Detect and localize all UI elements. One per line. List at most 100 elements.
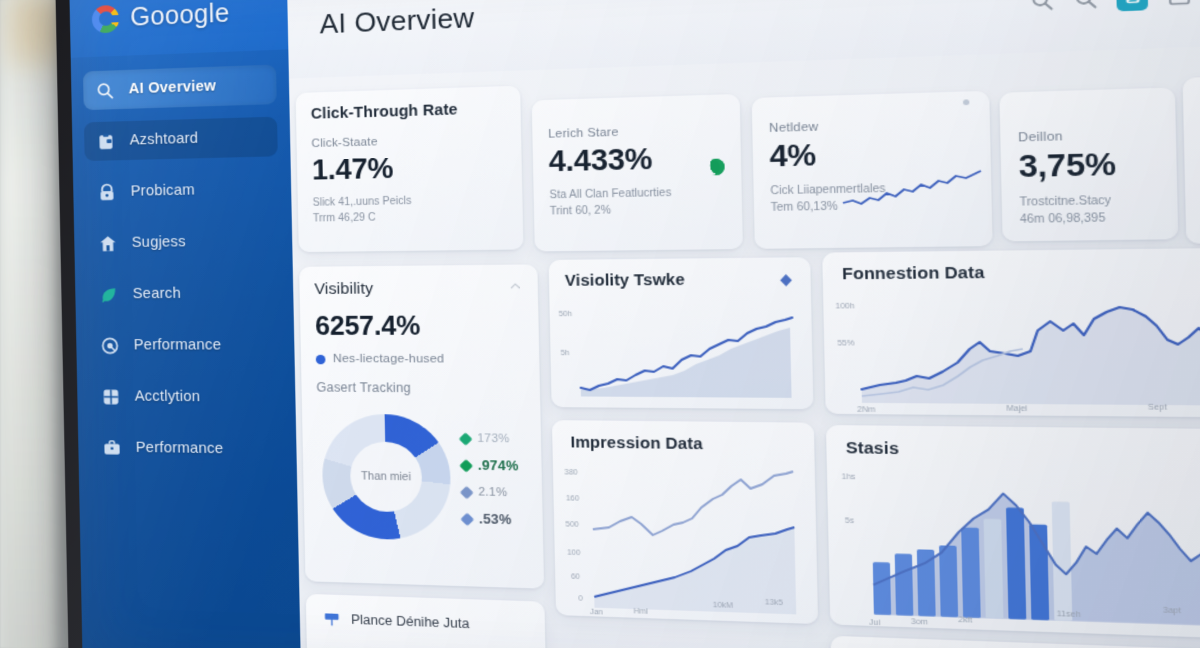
page-title: AI Overview <box>319 1 475 40</box>
home-icon <box>98 233 118 253</box>
sidebar-item-probicam[interactable]: Probicam <box>85 169 279 212</box>
line-chart: 380 160 500 100 60 0 Jan Hml <box>553 455 819 624</box>
card-bottom-right[interactable]: Tnond <box>830 635 1200 648</box>
svg-text:100: 100 <box>567 549 581 557</box>
metric-value: 1.47% <box>311 152 394 186</box>
card-fonnestion-data[interactable]: Fonnestion Data 100h 55% 2Nm Majei Sept <box>822 246 1200 419</box>
search-icon[interactable] <box>1029 0 1055 12</box>
dashboard-canvas: Click-Through Rate Click-Staate 1.47% Sl… <box>289 40 1200 648</box>
sidebar-item-acctlytion[interactable]: Acctlytion <box>89 377 283 418</box>
metric-label: Lerich Stare <box>548 126 619 141</box>
sidebar-item-label: Acctlytion <box>134 388 201 406</box>
donut-chart: Than miei <box>321 413 452 541</box>
calendar-icon[interactable] <box>1166 0 1193 7</box>
main-content: AI Overview <box>286 0 1200 648</box>
legend-item: .53% <box>460 511 520 528</box>
sidebar-item-label: AI Overview <box>128 78 217 98</box>
svg-text:Hml: Hml <box>634 608 649 616</box>
line-chart: 50h 5h <box>549 291 813 410</box>
svg-text:380: 380 <box>564 469 578 477</box>
donut-center-label: Than miei <box>360 469 412 484</box>
svg-text:50h: 50h <box>559 311 572 319</box>
sidebar-item-ai-overview[interactable]: AI Overview <box>82 64 277 111</box>
flag-icon <box>323 611 340 626</box>
card-visibility-trend[interactable]: Visiolity Tswke 50h 5h <box>548 257 814 410</box>
metric-label: Netldew <box>768 120 819 136</box>
card-label: Plance Dénihe Juta <box>350 612 470 632</box>
area-chart: 100h 55% 2Nm Majei Sept Dpec <box>823 283 1200 419</box>
brand-logo[interactable]: Gooogle <box>69 0 289 58</box>
svg-text:Sept: Sept <box>1148 404 1167 412</box>
sidebar-item-label: Performance <box>133 337 222 354</box>
svg-text:5s: 5s <box>845 516 855 525</box>
sidebar-nav: AI Overview Azshtoard Probicam <box>71 49 297 470</box>
legend-label: 173% <box>477 432 510 446</box>
card-visibility[interactable]: Visibility 6257.4% Nes-liectage-hused Ga… <box>299 264 545 589</box>
screen-content: Gooogle AI Overview Azshtoard <box>69 0 1200 648</box>
svg-text:0: 0 <box>578 595 583 603</box>
target-icon <box>100 336 120 355</box>
svg-text:Jan: Jan <box>590 609 603 617</box>
legend-item: .974% <box>459 458 519 474</box>
sidebar-item-azshtoard[interactable]: Azshtoard <box>83 116 278 162</box>
laptop-device: Gooogle AI Overview Azshtoard <box>55 0 1200 648</box>
svg-text:3om: 3om <box>911 617 928 627</box>
metric-value: 3,75% <box>1018 147 1117 184</box>
card-title: Impression Data <box>570 434 703 454</box>
card-bottom-left[interactable]: Plance Dénihe Juta <box>305 593 547 648</box>
visibility-legend-line: Nes-liectage-hused <box>332 352 445 366</box>
svg-text:2kft: 2kft <box>958 615 972 625</box>
card-click-through-rate[interactable]: Click-Through Rate Click-Staate 1.47% Sl… <box>295 85 524 253</box>
svg-text:1hs: 1hs <box>842 473 856 482</box>
legend-marker <box>460 512 475 526</box>
card-title: Click-Through Rate <box>310 101 458 123</box>
svg-text:Jui: Jui <box>869 618 881 627</box>
card-metric-deillon[interactable]: Deillon 3,75% Trostcitne.Stacy 46m 06,98… <box>999 87 1179 242</box>
card-metric-eofiseri[interactable]: Fixed aon Eofiseri 1,22% Cnlcc o aica ab… <box>1182 71 1200 244</box>
sidebar-item-label: Sugjess <box>131 233 186 252</box>
svg-text:5h: 5h <box>561 350 570 358</box>
sidebar-item-label: Search <box>132 285 182 303</box>
svg-text:60: 60 <box>571 573 580 581</box>
card-stasis[interactable]: Stasis 1hs 5s <box>825 424 1200 642</box>
legend-marker <box>458 431 473 446</box>
badge-chip-icon[interactable] <box>1116 0 1149 11</box>
donut-legend: 173% .974% 2.1% <box>458 431 520 540</box>
sidebar-item-search[interactable]: Search <box>87 273 281 313</box>
legend-label: 2.1% <box>478 485 508 500</box>
brand-name: Gooogle <box>129 0 230 32</box>
card-impression-data[interactable]: Impression Data 380 160 500 100 60 0 <box>551 420 819 625</box>
grid-icon <box>101 387 121 407</box>
topbar-actions <box>1029 0 1200 17</box>
sidebar-item-label: Azshtoard <box>129 130 199 149</box>
sidebar: Gooogle AI Overview Azshtoard <box>69 0 301 648</box>
legend-marker <box>459 485 474 499</box>
visibility-section-label: Gasert Tracking <box>316 380 412 396</box>
svg-text:160: 160 <box>566 495 580 503</box>
legend-marker <box>459 458 474 473</box>
metric-sub-2: 46m 06,98,395 <box>1019 211 1106 226</box>
screen-bezel: Gooogle AI Overview Azshtoard <box>55 0 1200 648</box>
legend-item: 2.1% <box>459 485 520 500</box>
svg-text:55%: 55% <box>837 340 854 348</box>
svg-text:100h: 100h <box>835 303 854 311</box>
card-title: Visibility <box>314 279 374 299</box>
card-metric-lerich-stare[interactable]: Lerich Stare 4.433% Sta All Clan Featluc… <box>531 93 743 252</box>
sidebar-item-performance-2[interactable]: Performance <box>90 428 284 470</box>
metric-label: Click-Staate <box>311 135 378 151</box>
card-metric-netldew[interactable]: Netldew 4% Cick Liiapenmertlales Tem 60,… <box>751 90 993 249</box>
svg-text:10kM: 10kM <box>713 602 734 610</box>
svg-text:2Nm: 2Nm <box>857 406 875 414</box>
diamond-icon[interactable] <box>778 272 794 287</box>
search-icon-2[interactable] <box>1072 0 1098 10</box>
metric-value: 4% <box>769 138 817 174</box>
visibility-value: 6257.4% <box>314 311 421 342</box>
sidebar-item-performance[interactable]: Performance <box>88 326 282 366</box>
leaf-icon <box>99 284 119 304</box>
chevron-up-icon[interactable] <box>508 279 522 292</box>
sidebar-item-sugjess[interactable]: Sugjess <box>86 221 280 263</box>
lock-icon <box>97 182 117 202</box>
legend-label: .53% <box>478 511 512 528</box>
bar-chart: 1hs 5s <box>827 456 1200 641</box>
card-title: Stasis <box>845 439 900 459</box>
